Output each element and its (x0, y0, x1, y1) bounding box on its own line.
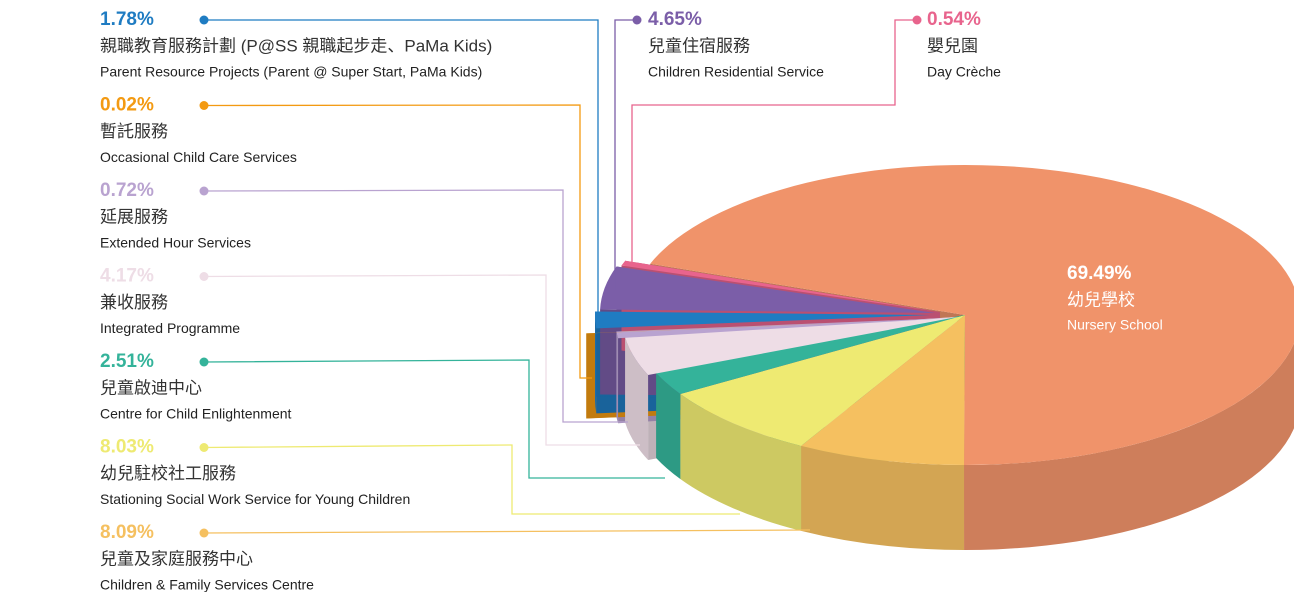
labels: 1.78% 親職教育服務計劃 (P@SS 親職起步走、PaMa Kids) Pare… (100, 9, 1163, 592)
value-label: 0.72% (100, 180, 154, 201)
slice-wall (964, 343, 1294, 550)
category-label: 暫託服務 (100, 122, 168, 141)
value-label: 4.17% (100, 266, 154, 287)
leader-line (203, 359, 665, 479)
category-label: 嬰兒園 (927, 36, 978, 55)
slice-wall (616, 331, 619, 424)
category-label: 幼兒駐校社工服務 (100, 464, 236, 483)
value-label: 8.09% (100, 522, 154, 543)
leader-line (614, 19, 637, 290)
category-label-en: Extended Hour Services (100, 235, 251, 251)
slice-wall (656, 373, 681, 480)
leader-line (204, 19, 599, 312)
slice-wall (595, 315, 597, 414)
category-label: 兼收服務 (100, 293, 168, 312)
slice (621, 260, 940, 312)
category-label-en: Occasional Child Care Services (100, 149, 297, 165)
category-label: 兒童住宿服務 (648, 36, 750, 55)
slice (586, 320, 920, 334)
slice (656, 315, 965, 395)
leader-line (203, 274, 640, 446)
value-label: 0.54% (927, 9, 981, 30)
slice (650, 165, 1294, 465)
category-label-en: Children & Family Services Centre (100, 577, 314, 592)
leader-line (631, 19, 917, 262)
leader-line (203, 529, 811, 534)
category-label: 延展服務 (100, 207, 168, 226)
category-label: 幼兒學校 (1067, 290, 1135, 309)
category-label-en: Children Residential Service (648, 64, 824, 80)
value-label: 8.03% (100, 437, 154, 458)
value-label: 1.78% (100, 9, 154, 30)
slice (595, 311, 930, 329)
category-label-en: Integrated Programme (100, 320, 240, 336)
category-label-en: Nursery School (1067, 317, 1163, 333)
leader-line (203, 444, 740, 515)
value-label: 2.51% (100, 351, 154, 372)
category-label-en: Parent Resource Projects (Parent @ Super… (100, 64, 482, 80)
category-label-en: Stationing Social Work Service for Young… (100, 491, 410, 507)
slice-wall (625, 337, 649, 461)
slice (600, 266, 935, 313)
leader-line (203, 189, 628, 423)
category-label-en: Centre for Child Enlightenment (100, 406, 292, 422)
slice (680, 315, 965, 446)
category-label-en: Day Crèche (927, 64, 1001, 80)
value-label: 69.49% (1067, 263, 1132, 284)
slice (616, 318, 950, 339)
slice-wall (680, 394, 802, 531)
value-label: 4.65% (648, 9, 702, 30)
pie-tops (586, 165, 1294, 465)
slice (625, 317, 957, 376)
pie-walls (586, 315, 1294, 550)
slice-wall (801, 445, 965, 550)
slice (801, 315, 965, 465)
value-label: 0.02% (100, 95, 154, 116)
category-label: 兒童及家庭服務中心 (100, 549, 253, 568)
leader-line (203, 104, 592, 379)
category-label: 兒童啟迪中心 (100, 378, 202, 397)
category-label: 親職教育服務計劃 (P@SS 親職起步走、PaMa Kids) (100, 36, 492, 55)
